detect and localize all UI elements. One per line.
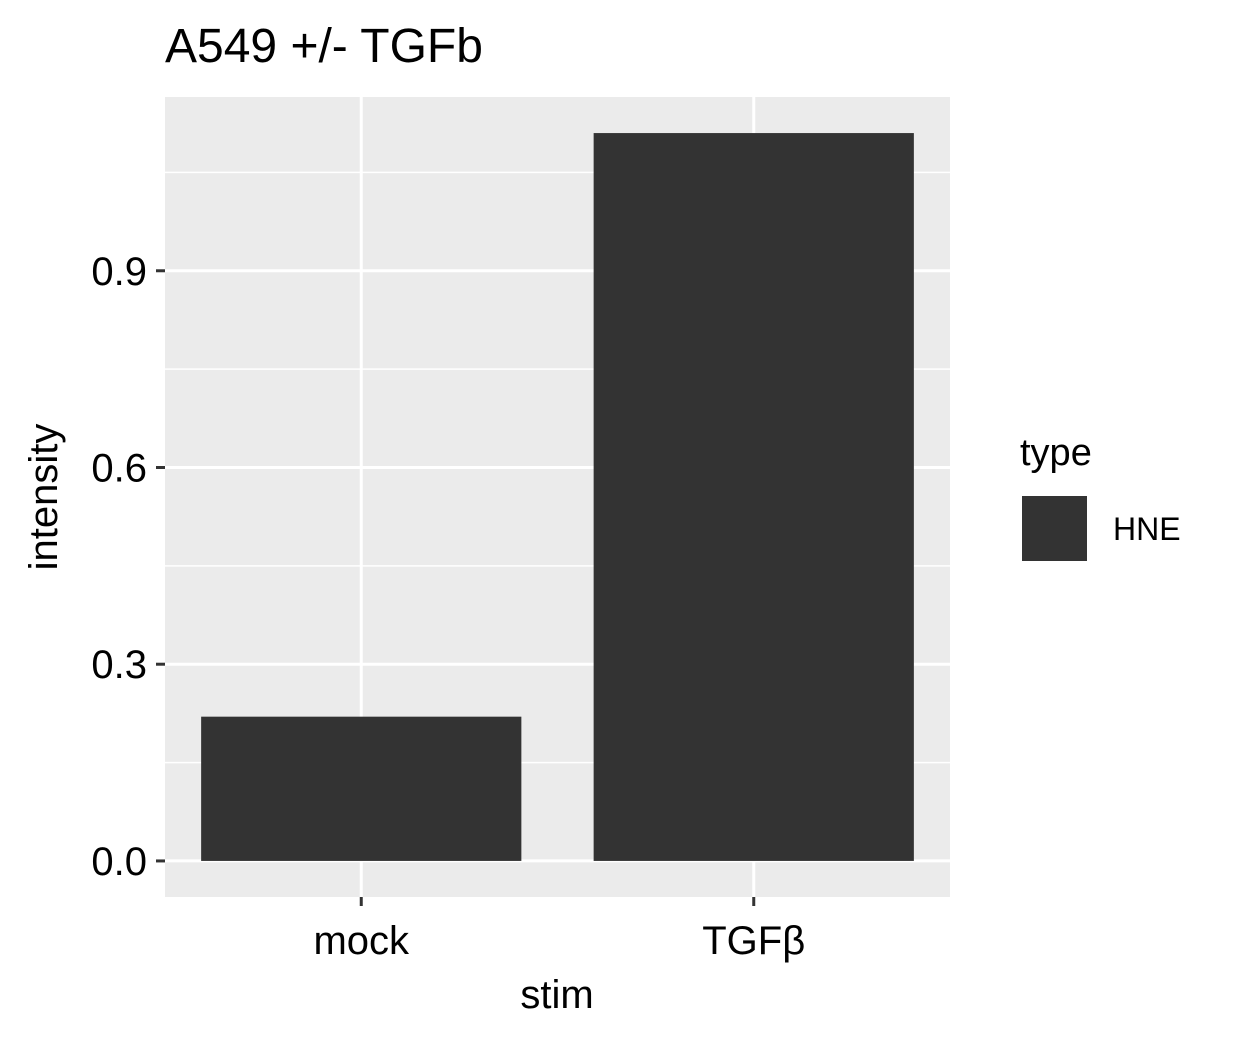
x-tick-label-1: TGFβ [702, 919, 805, 963]
bars [201, 133, 914, 861]
legend-key-hne [1020, 494, 1089, 563]
y-tick-label-3: 0.9 [91, 250, 147, 294]
x-axis-title: stim [520, 973, 593, 1017]
x-axis: mock TGFβ [313, 897, 805, 963]
bar-0 [201, 716, 522, 861]
y-tick-label-1: 0.3 [91, 643, 147, 687]
legend-title: type [1020, 432, 1092, 474]
y-tick-label-2: 0.6 [91, 446, 147, 490]
chart-title: A549 +/- TGFb [165, 20, 483, 73]
bar-1 [593, 133, 914, 861]
legend: type HNE [1020, 432, 1181, 563]
y-axis: 0.0 0.3 0.6 0.9 [91, 250, 165, 884]
legend-label-hne: HNE [1113, 511, 1181, 547]
x-tick-label-0: mock [313, 919, 410, 963]
y-tick-label-0: 0.0 [91, 840, 147, 884]
y-axis-title: intensity [22, 424, 66, 571]
